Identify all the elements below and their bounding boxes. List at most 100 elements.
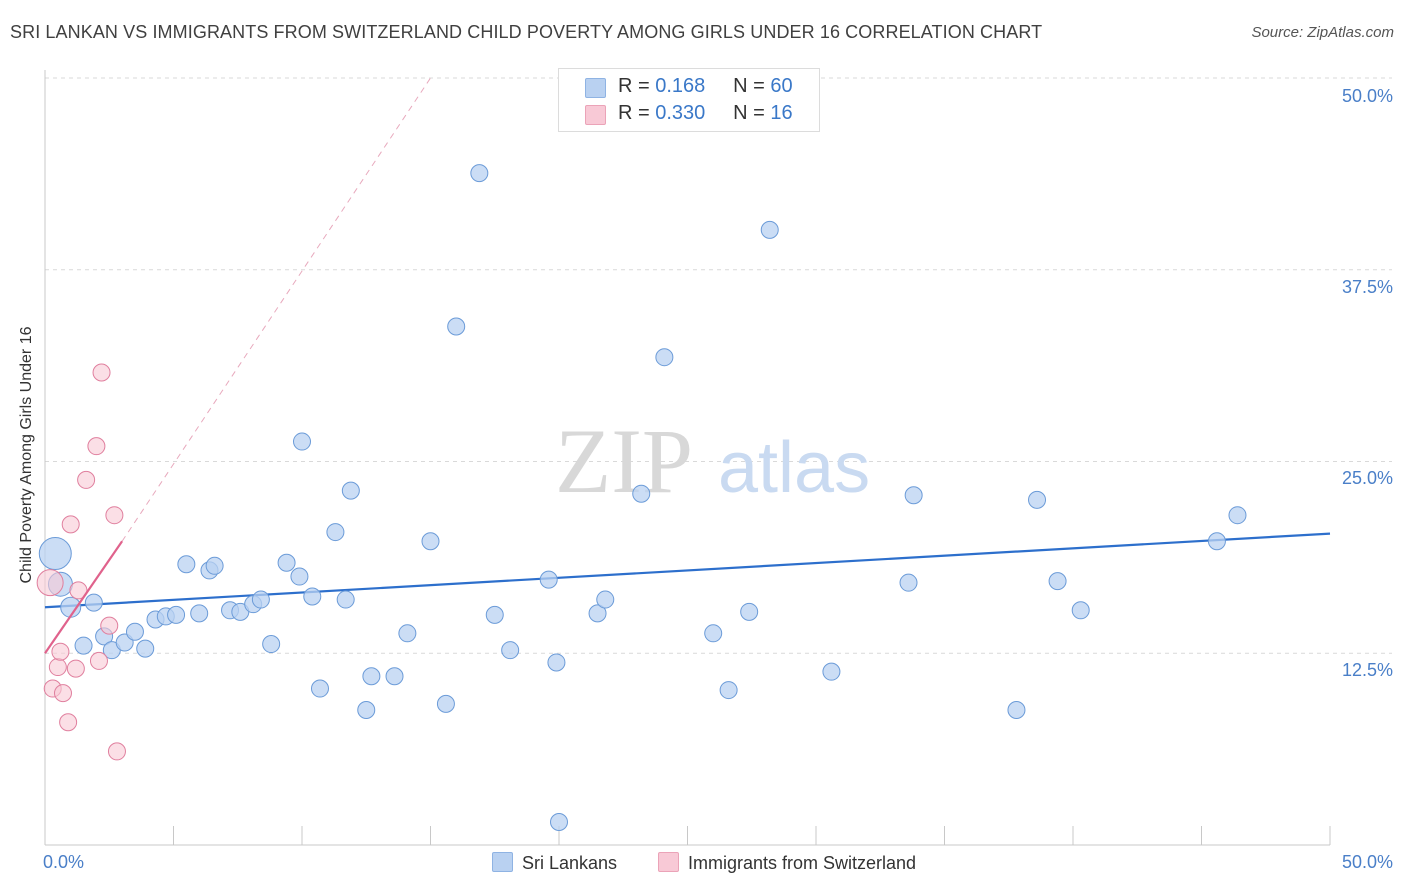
- n-label: N =: [733, 75, 771, 97]
- n-label: N =: [733, 102, 771, 124]
- sri-lankans-point: [539, 570, 558, 589]
- sri-lankans-point: [362, 667, 381, 686]
- watermark: ZIP atlas: [555, 410, 870, 512]
- switzerland-point: [36, 569, 64, 597]
- legend-swatch-blue: [585, 78, 606, 98]
- switzerland-point: [61, 515, 80, 534]
- sri-lankans-point: [1071, 601, 1090, 620]
- sri-lankans-points: [38, 164, 1247, 831]
- switzerland-point: [66, 659, 85, 678]
- sri-lankans-point: [1228, 506, 1247, 525]
- switzerland-point: [59, 713, 78, 732]
- sri-lankans-point: [341, 481, 360, 500]
- r-label: R =: [618, 75, 656, 97]
- sri-lankans-point: [447, 317, 466, 336]
- sri-lankans-point: [84, 593, 103, 612]
- sri-lankans-point: [136, 639, 155, 658]
- sri-lankans-point: [310, 679, 329, 698]
- sri-lankans-point: [1048, 572, 1067, 591]
- sri-lankans-point: [385, 667, 404, 686]
- sri-lankans-point: [336, 590, 355, 609]
- sri-lankans-point: [596, 590, 615, 609]
- sri-lankans-point: [904, 486, 923, 505]
- sri-lankans-point: [262, 635, 281, 654]
- sri-lankans-point: [177, 555, 196, 574]
- sri-lankans-point: [655, 348, 674, 367]
- sri-lankans-point: [421, 532, 440, 551]
- sri-lankans-point: [38, 537, 72, 571]
- sri-lankans-point: [74, 636, 93, 655]
- y-tick-label-25: 25.0%: [1341, 468, 1393, 488]
- r-value: 0.330: [655, 102, 706, 124]
- n-value: 60: [770, 75, 793, 97]
- sri-lankans-point: [470, 164, 489, 183]
- switzerland-points: [36, 363, 126, 761]
- legend-swatch-pink: [585, 105, 606, 125]
- switzerland-point: [105, 506, 124, 525]
- sri-lankans-point: [822, 662, 841, 681]
- switzerland-trend-extension: [121, 77, 431, 542]
- sri-lankans-point: [357, 701, 376, 720]
- sri-lankans-point: [719, 681, 738, 700]
- sri-lankans-point: [899, 573, 918, 592]
- n-value: 16: [770, 102, 793, 124]
- switzerland-point: [87, 437, 106, 456]
- sri-lankans-point: [251, 590, 270, 609]
- switzerland-point: [100, 616, 119, 635]
- sri-lankans-point: [1007, 701, 1026, 720]
- sri-lankans-point: [632, 484, 651, 503]
- legend-swatch-blue: [492, 852, 513, 872]
- r-label: R =: [618, 102, 656, 124]
- switzerland-point: [89, 651, 108, 670]
- sri-lankans-point: [125, 622, 144, 641]
- legend-swatch-pink: [658, 852, 679, 872]
- x-tick-marks: [173, 826, 1331, 845]
- switzerland-trend-line: [44, 540, 124, 654]
- source-label: Source: ZipAtlas.com: [1251, 24, 1394, 41]
- y-axis-label: Child Poverty Among Girls Under 16: [18, 326, 35, 584]
- sri-lankans-point: [205, 556, 224, 575]
- sri-lankans-point: [704, 624, 723, 643]
- legend-label-switzerland: Immigrants from Switzerland: [688, 853, 917, 873]
- sri-lankans-point: [547, 653, 566, 672]
- switzerland-point: [51, 642, 70, 661]
- trend-lines: [44, 77, 1331, 609]
- legend-item-sri-lankans: Sri Lankans: [492, 852, 617, 874]
- y-tick-label-50: 50.0%: [1341, 86, 1393, 106]
- sri-lankans-trend-line: [44, 532, 1331, 609]
- switzerland-point: [107, 742, 126, 761]
- sri-lankans-point: [485, 605, 504, 624]
- sri-lankans-point: [1207, 532, 1226, 551]
- legend-label-sri-lankans: Sri Lankans: [522, 853, 618, 873]
- y-tick-label-37-5: 37.5%: [1341, 277, 1393, 297]
- switzerland-point: [48, 658, 67, 677]
- watermark-atlas: atlas: [718, 428, 870, 508]
- sri-lankans-point: [326, 523, 345, 542]
- sri-lankans-point: [760, 220, 779, 239]
- x-tick-label-0: 0.0%: [43, 852, 85, 872]
- chart-title: SRI LANKAN VS IMMIGRANTS FROM SWITZERLAN…: [10, 22, 1043, 42]
- sri-lankans-point: [398, 624, 417, 643]
- switzerland-point: [69, 581, 88, 600]
- r-value: 0.168: [655, 75, 706, 97]
- watermark-zip: ZIP: [555, 410, 693, 512]
- sri-lankans-point: [501, 641, 520, 660]
- switzerland-point: [53, 684, 72, 703]
- sri-lankans-point: [740, 602, 759, 621]
- sri-lankans-point: [293, 432, 311, 451]
- legend-item-switzerland: Immigrants from Switzerland: [658, 852, 916, 874]
- gridlines: [45, 77, 1392, 654]
- sri-lankans-point: [277, 553, 296, 572]
- stats-legend: R = 0.168 N = 60 R = 0.330 N = 16: [558, 68, 820, 132]
- sri-lankans-point: [436, 694, 455, 713]
- y-tick-label-12-5: 12.5%: [1341, 660, 1393, 680]
- x-tick-label-50: 50.0%: [1341, 852, 1393, 872]
- sri-lankans-point: [588, 604, 607, 623]
- sri-lankans-point: [550, 812, 568, 831]
- sri-lankans-point: [190, 604, 209, 623]
- sri-lankans-point: [167, 605, 186, 624]
- sri-lankans-point: [303, 587, 322, 606]
- switzerland-point: [92, 363, 111, 382]
- sri-lankans-point: [1028, 490, 1047, 509]
